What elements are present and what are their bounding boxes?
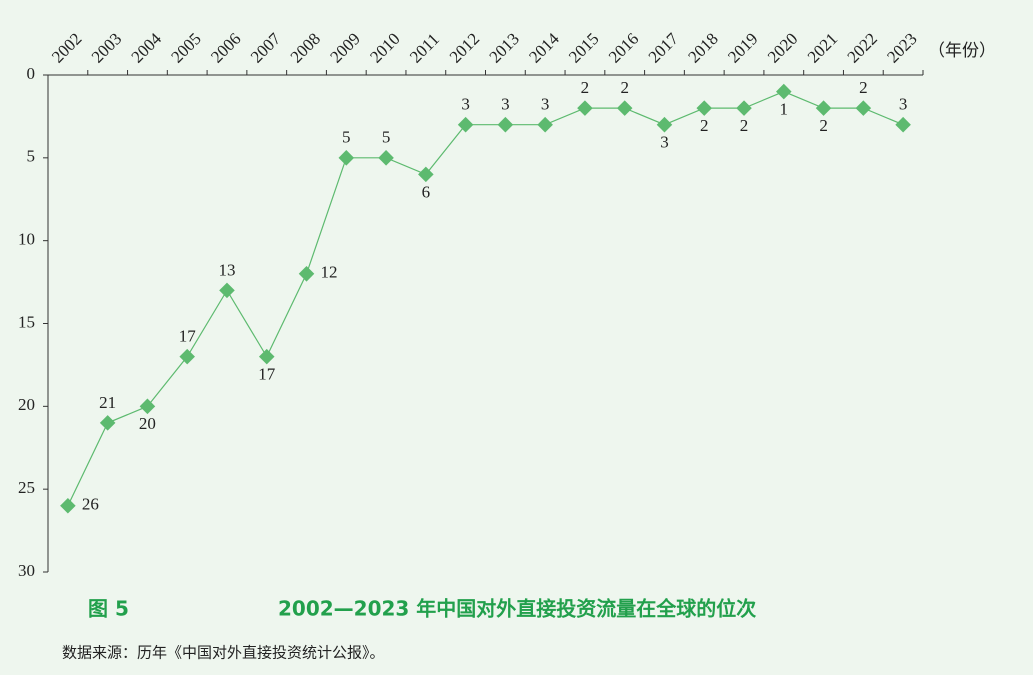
data-label: 3 [899, 95, 908, 114]
x-tick-label: 2003 [88, 29, 125, 66]
data-label: 2 [700, 116, 709, 135]
x-tick-label: 2015 [565, 29, 602, 66]
y-tick-label: 25 [18, 478, 35, 497]
x-tick-label: 2014 [525, 29, 563, 67]
x-tick-label: 2005 [167, 29, 204, 66]
y-tick-label: 5 [27, 147, 36, 166]
data-label: 2 [740, 116, 749, 135]
marker [776, 83, 792, 100]
x-tick-label: 2016 [605, 29, 642, 66]
marker [696, 100, 713, 116]
data-label: 20 [139, 414, 156, 433]
chart-title: 2002—2023 年中国对外直接投资流量在全球的位次 [278, 597, 756, 621]
marker [418, 166, 434, 183]
data-label: 13 [218, 260, 235, 279]
data-label: 17 [179, 327, 197, 346]
marker [60, 497, 76, 514]
data-label: 2 [819, 116, 828, 135]
data-label: 2 [620, 78, 629, 97]
data-label: 3 [541, 95, 550, 114]
marker [258, 348, 275, 365]
x-tick-label: 2017 [645, 29, 683, 67]
marker [537, 116, 553, 133]
marker [99, 415, 116, 431]
x-tick-label: 2010 [366, 29, 403, 66]
y-tick-label: 15 [18, 312, 35, 331]
x-tick-label: 2008 [287, 29, 324, 66]
x-tick-label: 2019 [724, 29, 761, 66]
marker [656, 116, 673, 133]
x-axis-label: （年份） [928, 41, 996, 60]
x-tick-label: 2018 [684, 29, 721, 66]
marker [298, 266, 315, 282]
x-tick-label: 2011 [406, 30, 443, 67]
marker [855, 100, 872, 116]
data-label: 2 [859, 78, 868, 97]
marker [577, 100, 593, 116]
marker [616, 100, 633, 116]
y-tick-label: 20 [18, 395, 35, 414]
marker [219, 282, 235, 299]
marker [378, 150, 394, 166]
data-label: 3 [461, 95, 470, 114]
x-tick-label: 2002 [48, 29, 85, 66]
data-label: 3 [660, 133, 669, 152]
marker [815, 100, 832, 116]
x-tick-label: 2006 [207, 29, 244, 66]
x-tick-label: 2020 [764, 29, 801, 66]
x-tick-label: 2023 [883, 29, 920, 66]
data-label: 5 [342, 128, 351, 147]
data-label: 3 [501, 95, 510, 114]
marker [179, 348, 195, 365]
data-label: 17 [258, 365, 276, 384]
x-tick-label: 2013 [486, 29, 523, 66]
y-tick-label: 30 [18, 561, 35, 580]
figure-number: 图 5 [88, 597, 129, 621]
x-tick-label: 2007 [247, 29, 285, 67]
data-label: 21 [99, 393, 116, 412]
marker [736, 100, 752, 116]
x-tick-label: 2004 [128, 29, 166, 67]
x-tick-label: 2022 [843, 29, 880, 66]
data-label: 26 [82, 495, 99, 514]
x-tick-label: 2021 [804, 29, 841, 66]
marker [338, 150, 355, 166]
source-note: 数据来源：历年《中国对外直接投资统计公报》。 [62, 644, 385, 661]
data-label: 5 [382, 128, 391, 147]
data-label: 12 [321, 263, 338, 282]
x-tick-label: 2009 [326, 29, 363, 66]
y-tick-label: 0 [27, 64, 36, 83]
marker [457, 116, 474, 133]
line [67, 90, 904, 506]
marker [139, 398, 156, 415]
data-label: 1 [780, 99, 789, 118]
data-label: 6 [422, 182, 431, 201]
marker [497, 116, 514, 133]
marker [895, 116, 911, 133]
y-tick-label: 10 [18, 230, 35, 249]
x-tick-label: 2012 [446, 29, 483, 66]
data-label: 2 [581, 78, 590, 97]
